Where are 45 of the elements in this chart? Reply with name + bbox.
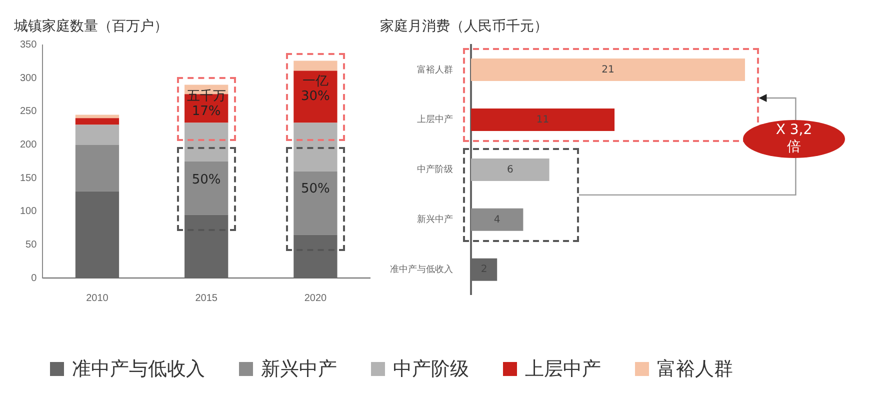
legend-label: 上层中产 — [525, 357, 601, 382]
bar — [75, 118, 120, 125]
annotation: 五千万 17% — [186, 89, 226, 120]
bar — [75, 124, 120, 145]
y-tick-label: 250 — [20, 106, 38, 118]
data-label: 11 — [536, 114, 550, 126]
y-tick-label: 100 — [20, 206, 38, 218]
x-tick-label: 2010 — [86, 292, 109, 304]
bar — [471, 58, 745, 82]
data-label: 4 — [494, 214, 500, 226]
bar — [294, 122, 338, 172]
legend-label: 准中产与低收入 — [72, 357, 205, 382]
y-tick-label: 150 — [20, 172, 38, 184]
chart-title: 城镇家庭数量（百万户） — [13, 17, 168, 34]
data-label: 6 — [506, 164, 514, 176]
annotation: 一亿 30% — [300, 74, 330, 104]
bar — [294, 171, 338, 235]
y-tick-label: 300 — [20, 72, 38, 84]
bar — [184, 122, 228, 162]
bar — [294, 60, 338, 71]
y-tick-label: 0 — [31, 272, 38, 284]
annotation: 50% — [192, 172, 221, 188]
legend-label: 新兴中产 — [261, 357, 337, 382]
ellipse-badge: X 3,2 倍 — [743, 120, 845, 158]
bar — [471, 108, 615, 131]
data-label: 21 — [602, 64, 614, 76]
bar — [294, 70, 338, 123]
y-tick-label: 中产阶级 — [417, 164, 453, 174]
x-tick-label: 2020 — [304, 292, 328, 304]
bar — [75, 144, 120, 192]
legend-label: 富裕人群 — [657, 357, 733, 382]
y-tick-label: 新兴中产 — [417, 214, 453, 224]
bar — [471, 158, 550, 181]
y-tick-label: 350 — [20, 40, 38, 51]
y-tick-label: 200 — [20, 139, 38, 150]
y-tick-label: 上层中产 — [417, 114, 453, 124]
y-tick-label: 50 — [26, 239, 38, 250]
bar — [471, 208, 524, 231]
annotation: 50% — [300, 182, 330, 197]
chart-title: 家庭月消费（人民币千元） — [380, 17, 548, 34]
y-tick-label: 富裕人群 — [417, 64, 453, 74]
bar — [184, 161, 228, 215]
bar — [75, 114, 120, 118]
x-tick-label: 2015 — [195, 292, 218, 304]
y-tick-label: 准中产与低收入 — [390, 264, 453, 274]
